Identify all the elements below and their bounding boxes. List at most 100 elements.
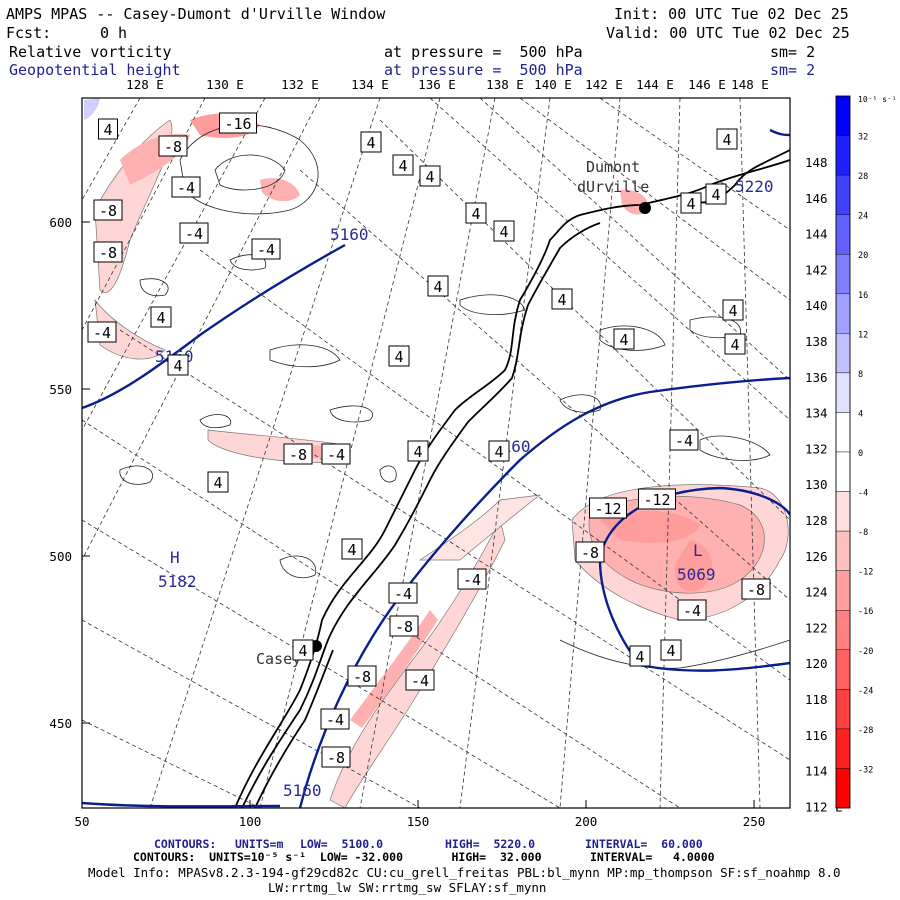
colorbar-level-label: -20	[858, 647, 873, 657]
colorbar-level-label: 24	[858, 212, 868, 222]
colorbar-level-label: -12	[858, 568, 873, 578]
colorbar-swatch	[835, 451, 851, 492]
colorbar-swatch	[835, 293, 851, 334]
x-tick-label: 150	[407, 814, 430, 829]
vorticity-label: -4	[683, 602, 701, 620]
vorticity-label: 4	[722, 131, 731, 149]
y-tick-label: 450	[49, 716, 72, 731]
vorticity-label: -4	[257, 241, 275, 259]
top-longitude-label: 148 E	[731, 77, 769, 92]
vorticity-label-box	[680, 192, 702, 214]
vorticity-label-box	[407, 440, 429, 462]
low-pressure-letter: L	[693, 541, 703, 560]
colorbar-level-label: 8	[858, 370, 863, 380]
vorticity-label-box	[705, 183, 727, 205]
vorticity-label-box	[488, 440, 510, 462]
right-longitude-label: 146 E	[805, 191, 843, 206]
dumont-label-line2: dUrville	[577, 178, 649, 196]
top-longitude-label: 138 E	[486, 77, 524, 92]
dumont-label-line1: Dumont	[586, 158, 640, 176]
high-pressure-letter: H	[170, 548, 180, 567]
vorticity-label: 4	[666, 642, 675, 660]
vorticity-label: -4	[394, 585, 412, 603]
top-longitude-label: 140 E	[534, 77, 572, 92]
colorbar-level-label: 20	[858, 251, 868, 261]
vorticity-label: 4	[711, 186, 720, 204]
vorticity-label: -4	[177, 179, 195, 197]
vorticity-label-box	[716, 128, 738, 150]
vorticity-label-box	[93, 199, 123, 221]
vorticity-label: 4	[413, 443, 422, 461]
right-longitude-label: 116 E	[805, 728, 843, 743]
vorticity-label: 4	[156, 309, 165, 327]
vorticity-label-box	[389, 615, 419, 637]
right-longitude-label: 114 E	[805, 764, 843, 779]
vorticity-label-box	[320, 708, 350, 730]
vorticity-label: 4	[728, 302, 737, 320]
vorticity-label-box	[93, 241, 123, 263]
colorbar-swatch	[835, 728, 851, 769]
footer-interval: INTERVAL= 60.000	[585, 837, 703, 851]
vorticity-label-box	[283, 443, 313, 465]
vorticity-label-box	[179, 222, 209, 244]
colorbar-swatch	[835, 570, 851, 611]
vorticity-label-box	[171, 176, 201, 198]
footer-low: LOW= 5100.0	[300, 837, 384, 851]
vorticity-label: 4	[471, 205, 480, 223]
vorticity-label-box	[405, 669, 435, 691]
vorticity-label-box	[575, 541, 605, 563]
right-longitude-label: 124 E	[805, 585, 843, 600]
vorticity-label-box	[613, 328, 635, 350]
right-longitude-label: 130 E	[805, 477, 843, 492]
colorbar-swatch	[835, 95, 851, 136]
colorbar-level-label: 28	[858, 172, 868, 182]
vorticity-label-box	[660, 639, 682, 661]
vorticity-label: 4	[499, 223, 508, 241]
vorticity-label-box	[677, 599, 707, 621]
vorticity-label: -4	[463, 571, 481, 589]
vorticity-label: 4	[425, 168, 434, 186]
colorbar-level-label: -16	[858, 607, 873, 617]
vorticity-label: -16	[224, 115, 251, 133]
right-longitude-label: 118 E	[805, 692, 843, 707]
high-pressure-value: 5182	[158, 572, 197, 591]
vorticity-label: 4	[298, 642, 307, 660]
colorbar-units: 10⁻⁵ s⁻¹	[858, 95, 897, 104]
vorticity-label-box	[207, 471, 229, 493]
valid-time: Valid: 00 UTC Tue 02 Dec 25	[606, 24, 850, 42]
init-time: Init: 00 UTC Tue 02 Dec 25	[614, 5, 849, 23]
vorticity-label: -4	[93, 324, 111, 342]
vorticity-label: 4	[347, 541, 356, 559]
vorticity-label-box	[741, 578, 771, 600]
right-longitude-label: 136 E	[805, 370, 843, 385]
top-longitude-label: 144 E	[636, 77, 674, 92]
map-frame	[81, 97, 791, 809]
forecast-label: Fcst:	[6, 24, 52, 42]
right-longitude-label: 142 E	[805, 262, 843, 277]
colorbar-level-label: -24	[858, 686, 873, 696]
field1-level: at pressure = 500 hPa	[384, 43, 583, 61]
field2-smoothing: sm= 2	[770, 61, 816, 79]
dumont-durville-station-marker	[639, 202, 651, 214]
x-tick-label: 50	[74, 814, 89, 829]
vorticity-label: -8	[99, 244, 117, 262]
colorbar-level-label: 16	[858, 291, 868, 301]
vorticity-label-box	[341, 538, 363, 560]
vorticity-label-box	[251, 238, 281, 260]
right-longitude-label: 122 E	[805, 620, 843, 635]
vorticity-label-box	[465, 202, 487, 224]
colorbar-frame	[835, 95, 851, 809]
vorticity-label-box	[167, 354, 189, 376]
low-pressure-value: 5069	[677, 565, 716, 584]
vorticity-label: -4	[411, 672, 429, 690]
coastline	[234, 149, 790, 808]
vorticity-label: -4	[327, 446, 345, 464]
vorticity-label: 4	[394, 348, 403, 366]
colorbar-swatch	[835, 174, 851, 215]
vorticity-label: 4	[557, 291, 566, 309]
vorticity-label: -8	[395, 618, 413, 636]
colorbar-swatch	[835, 689, 851, 730]
top-longitude-label: 146 E	[688, 77, 726, 92]
footer-contours-label: CONTOURS:	[154, 837, 217, 851]
colorbar-swatch	[835, 649, 851, 690]
